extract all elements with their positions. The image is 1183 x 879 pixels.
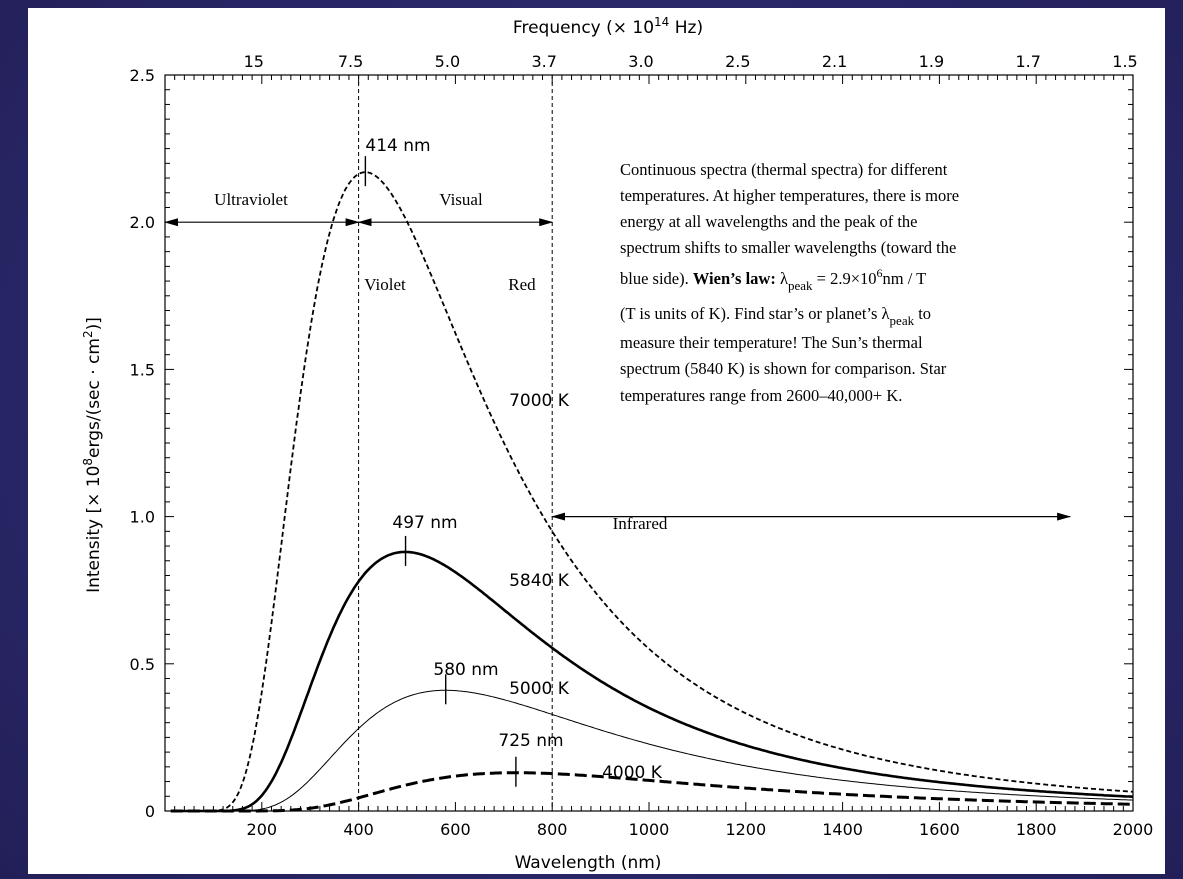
y-axis-title-main: Intensity [× 10: [84, 466, 104, 593]
top-tick-label: 2.1: [822, 52, 847, 71]
spectrum-curve-5000k: [170, 689, 1134, 812]
annotation-eq: = 2.9×10: [813, 269, 877, 288]
top-tick-label: 1.5: [1112, 52, 1137, 71]
top-tick-label: 7.5: [338, 52, 363, 71]
chart-labels: 414 nm 7000 K 497 nm 5840 K 580 nm 5000 K 725 …: [364, 136, 662, 783]
y-axis-title-end: )]: [84, 317, 104, 330]
y-tick-label: 0.5: [130, 655, 155, 674]
y-axis-title: Intensity [× 108ergs/(sec · cm2)]: [81, 317, 104, 593]
chart-panel: 200 400 600 800 1000 1200 1400 1600 1800 2000 0 0.5…: [28, 8, 1165, 874]
x-tick-label: 1400: [822, 820, 863, 839]
annotation-line-5-pre: blue side).: [620, 269, 693, 288]
x-tick-label: 1800: [1016, 820, 1057, 839]
annotation-line-2: temperatures. At higher temperatures, th…: [620, 186, 959, 205]
annotation-line-4: spectrum shifts to smaller wavelengths (…: [620, 238, 956, 257]
annotation-line-3: energy at all wavelengths and the peak o…: [620, 212, 918, 231]
peak-label-5840k: 497 nm: [392, 513, 457, 533]
annotation-line-8: spectrum (5840 K) is shown for compariso…: [620, 359, 947, 378]
region-label: Visual: [439, 190, 483, 209]
annotation-line-6: (T is units of K). Find star’s or planet…: [620, 304, 931, 328]
top-axis-title-sup: 14: [654, 15, 669, 29]
peak-label-7000k: 414 nm: [365, 136, 430, 156]
annotation-line-9: temperatures range from 2600–40,000+ K.: [620, 386, 902, 405]
annotation-wien-law: Wien’s law:: [693, 269, 776, 288]
x-axis-title: Wavelength (nm): [515, 853, 662, 873]
temperature-label-4000k: 4000 K: [602, 763, 663, 783]
x-tick-label: 200: [247, 820, 278, 839]
top-axis-title: Frequency (× 1014 Hz): [513, 15, 703, 38]
y-tick-label: 2.0: [130, 213, 155, 232]
annotation-lambda: λ: [776, 269, 788, 288]
temperature-label-5840k: 5840 K: [509, 571, 570, 591]
y-axis-title-sup1: 8: [81, 458, 95, 466]
violet-label: Violet: [364, 275, 406, 294]
x-tick-label: 400: [343, 820, 374, 839]
annotation-text: Continuous spectra (thermal spectra) for…: [620, 160, 959, 405]
annotation-line-6-post: to: [914, 304, 931, 323]
spectrum-curve-4000k: [170, 771, 1134, 813]
region-label: Ultraviolet: [214, 190, 288, 209]
top-tick-label: 5.0: [435, 52, 460, 71]
y-tick-label: 0: [145, 802, 155, 821]
spectrum-curve-7000k: [170, 171, 1134, 812]
temperature-label-5000k: 5000 K: [509, 679, 570, 699]
y-axis-title-mid: ergs/(sec · cm: [84, 338, 104, 458]
annotation-line-5-post: nm / T: [883, 269, 927, 288]
annotation-line-5: blue side). Wien’s law: λpeak = 2.9×106n…: [620, 266, 926, 293]
y-axis-title-sup2: 2: [81, 330, 95, 338]
top-axis-title-end: Hz): [669, 18, 703, 38]
top-axis-title-main: Frequency (× 10: [513, 18, 654, 38]
spectrum-curves: [170, 156, 1134, 813]
y-tick-label: 2.5: [130, 66, 155, 85]
top-tick-label: 2.5: [725, 52, 750, 71]
annotation-eq-sup: 6: [877, 266, 883, 280]
top-tick-label: 1.7: [1015, 52, 1040, 71]
annotation-lambda-sub: peak: [788, 278, 813, 293]
temperature-label-7000k: 7000 K: [509, 391, 570, 411]
top-tick-label: 3.7: [531, 52, 556, 71]
region-arrows: Ultraviolet Visual Infrared: [164, 190, 1072, 533]
x-tick-label: 1000: [629, 820, 670, 839]
annotation-line-7: measure their temperature! The Sun’s the…: [620, 333, 923, 352]
top-tick-label: 3.0: [628, 52, 653, 71]
peak-label-4000k: 725 nm: [498, 731, 563, 751]
annotation-line-6-pre: (T is units of K). Find star’s or planet…: [620, 304, 890, 323]
vertical-markers: [358, 75, 553, 811]
x-tick-label: 600: [440, 820, 471, 839]
red-label: Red: [508, 275, 536, 294]
x-tick-label: 2000: [1113, 820, 1154, 839]
top-tick-label: 1.9: [919, 52, 944, 71]
peak-label-5000k: 580 nm: [433, 660, 498, 680]
x-tick-label: 1600: [919, 820, 960, 839]
y-tick-label: 1.0: [130, 508, 155, 527]
axis-ticks: 200 400 600 800 1000 1200 1400 1600 1800 2000 0 0.5…: [130, 52, 1154, 839]
x-tick-label: 800: [537, 820, 568, 839]
top-tick-label: 15: [244, 52, 264, 71]
x-tick-label: 1200: [725, 820, 766, 839]
annotation-line-6-sub: peak: [890, 313, 915, 328]
blackbody-spectrum-chart: 200 400 600 800 1000 1200 1400 1600 1800 2000 0 0.5…: [81, 15, 1154, 873]
spectrum-curve-5840k: [170, 550, 1134, 813]
y-tick-label: 1.5: [130, 360, 155, 379]
annotation-line-1: Continuous spectra (thermal spectra) for…: [620, 160, 948, 179]
region-label: Infrared: [613, 514, 668, 533]
